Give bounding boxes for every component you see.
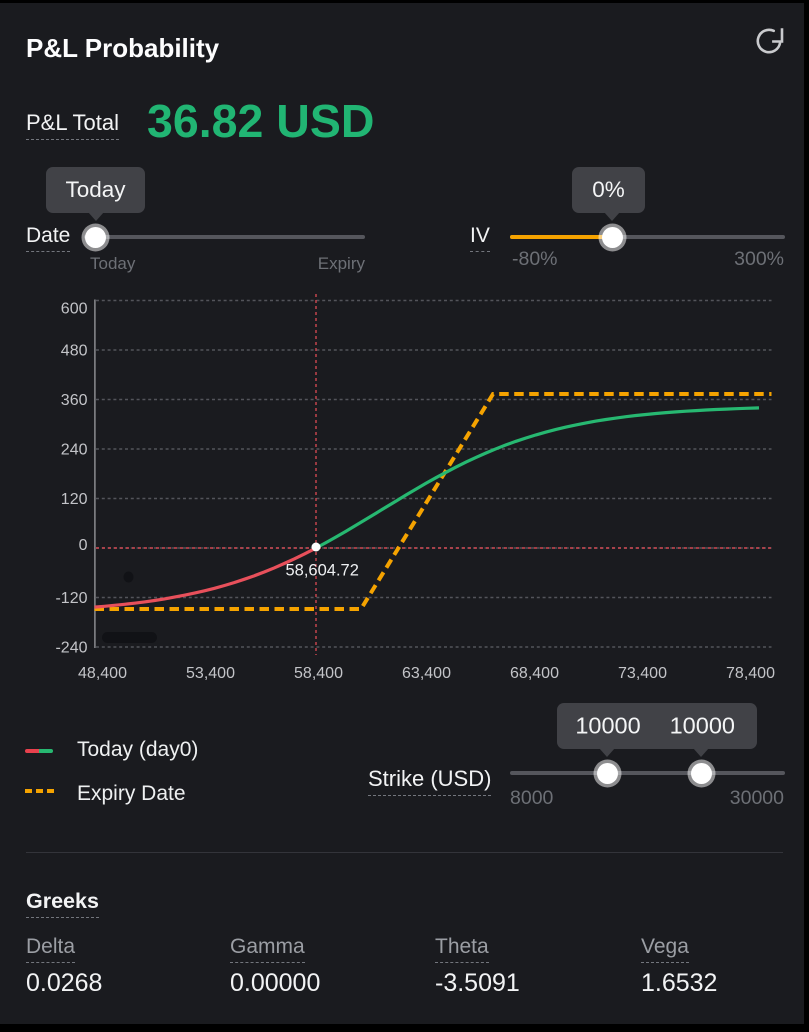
svg-text:53,400: 53,400 [186,665,235,682]
svg-text:240: 240 [61,442,88,459]
svg-text:0: 0 [79,537,88,554]
svg-text:73,400: 73,400 [618,665,667,682]
svg-text:-240: -240 [55,640,87,657]
svg-text:-120: -120 [55,590,87,607]
svg-text:58,400: 58,400 [294,665,343,682]
svg-text:360: 360 [61,392,88,409]
svg-text:480: 480 [61,343,88,360]
svg-text:68,400: 68,400 [510,665,559,682]
svg-text:78,400: 78,400 [726,665,775,682]
svg-text:48,400: 48,400 [78,665,127,682]
svg-text:63,400: 63,400 [402,665,451,682]
svg-text:120: 120 [61,491,88,508]
svg-text:600: 600 [61,301,88,318]
svg-text:58,604.72: 58,604.72 [286,562,359,580]
